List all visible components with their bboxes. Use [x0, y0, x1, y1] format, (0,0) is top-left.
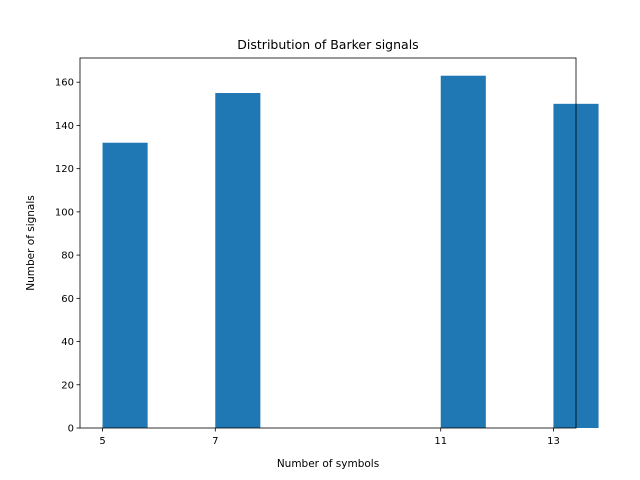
x-tick-label: 13 [547, 436, 560, 447]
x-tick-label: 5 [99, 436, 105, 447]
y-tick-label: 160 [55, 78, 74, 89]
y-axis: 0 20 40 60 80 100 120 140 160 [55, 78, 80, 435]
plot-frame [79, 57, 577, 429]
x-tick-label: 11 [434, 436, 447, 447]
bars-group [102, 75, 599, 429]
bar-5 [102, 142, 148, 429]
y-tick-label: 20 [61, 380, 74, 391]
x-axis: 5 7 11 13 [99, 428, 560, 447]
y-axis-label: Number of signals [25, 195, 37, 291]
y-tick-label: 80 [61, 251, 74, 262]
y-tick-label: 0 [68, 424, 74, 435]
y-tick-label: 100 [55, 207, 74, 218]
chart-title: Distribution of Barker signals [237, 37, 418, 52]
y-tick-label: 140 [55, 121, 74, 132]
bar-11 [440, 75, 486, 429]
y-tick-label: 40 [61, 337, 74, 348]
bar-7 [215, 93, 261, 428]
y-tick-label: 120 [55, 164, 74, 175]
y-tick-label: 60 [61, 294, 74, 305]
x-tick-label: 7 [212, 436, 218, 447]
x-axis-label: Number of symbols [277, 458, 379, 470]
